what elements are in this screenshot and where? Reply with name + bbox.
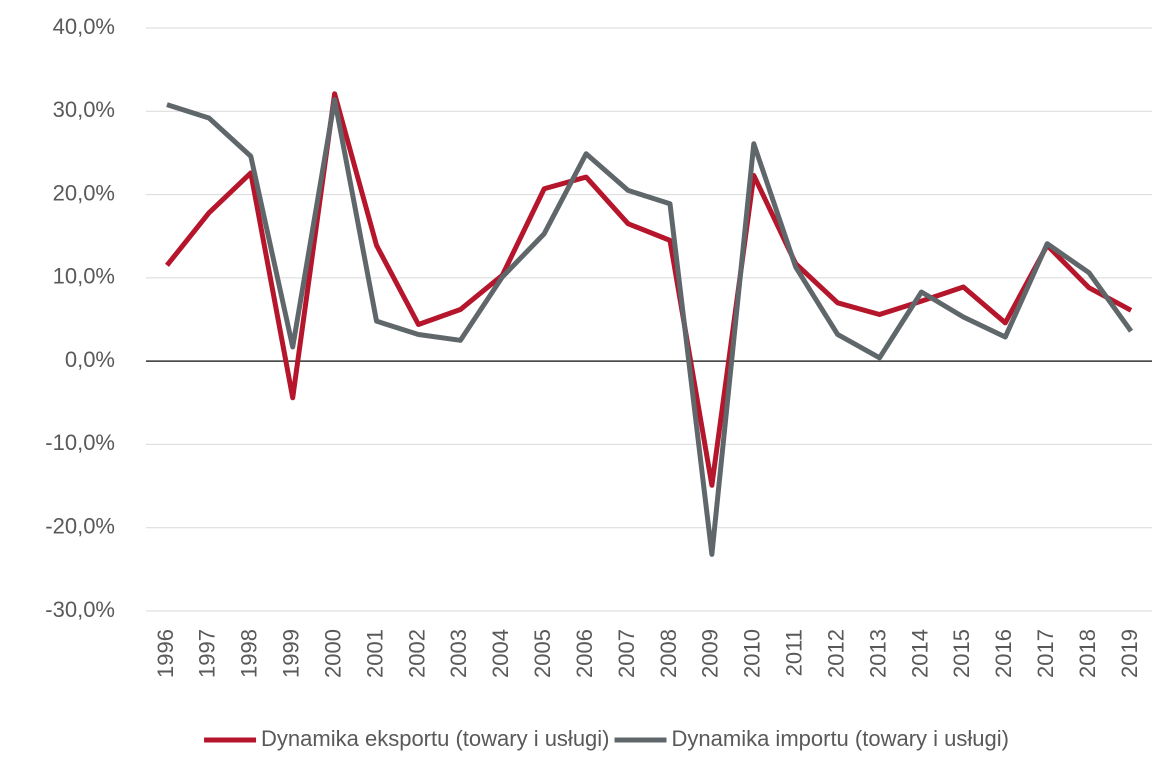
y-tick-label: 0,0%	[65, 347, 115, 372]
x-tick-label: 2017	[1033, 629, 1058, 678]
y-tick-label: 30,0%	[53, 97, 115, 122]
x-tick-label: 1999	[279, 629, 304, 678]
x-tick-label: 2000	[320, 629, 345, 678]
x-tick-label: 2001	[362, 629, 387, 678]
legend-label: Dynamika importu (towary i usługi)	[672, 726, 1009, 751]
y-tick-label: 40,0%	[53, 14, 115, 39]
y-tick-label: -10,0%	[45, 430, 115, 455]
x-tick-label: 2011	[782, 629, 807, 676]
x-tick-label: 1996	[153, 629, 178, 678]
x-tick-label: 2005	[530, 629, 555, 678]
x-tick-label: 2010	[740, 629, 765, 678]
y-tick-label: 10,0%	[53, 264, 115, 289]
x-tick-label: 2006	[572, 629, 597, 678]
x-tick-label: 2014	[907, 629, 932, 678]
y-tick-label: -20,0%	[45, 514, 115, 539]
x-tick-label: 2013	[865, 629, 890, 678]
x-tick-label: 1998	[237, 629, 262, 678]
x-tick-label: 2015	[949, 629, 974, 678]
x-tick-label: 2009	[698, 629, 723, 678]
series-line	[165, 91, 1133, 488]
legend-label: Dynamika eksportu (towary i usługi)	[261, 726, 609, 751]
x-tick-label: 2004	[488, 629, 513, 678]
y-tick-label: 20,0%	[53, 180, 115, 205]
series-line	[166, 97, 1134, 557]
x-tick-label: 2018	[1075, 629, 1100, 678]
x-tick-label: 2012	[823, 629, 848, 678]
x-tick-label: 2019	[1117, 629, 1142, 678]
x-tick-label: 2002	[404, 629, 429, 678]
x-tick-label: 2007	[614, 629, 639, 678]
y-tick-label: -30,0%	[45, 597, 115, 622]
x-tick-label: 2008	[656, 629, 681, 678]
x-tick-label: 2016	[991, 629, 1016, 678]
x-tick-label: 1997	[195, 629, 220, 678]
x-tick-label: 2003	[446, 629, 471, 678]
